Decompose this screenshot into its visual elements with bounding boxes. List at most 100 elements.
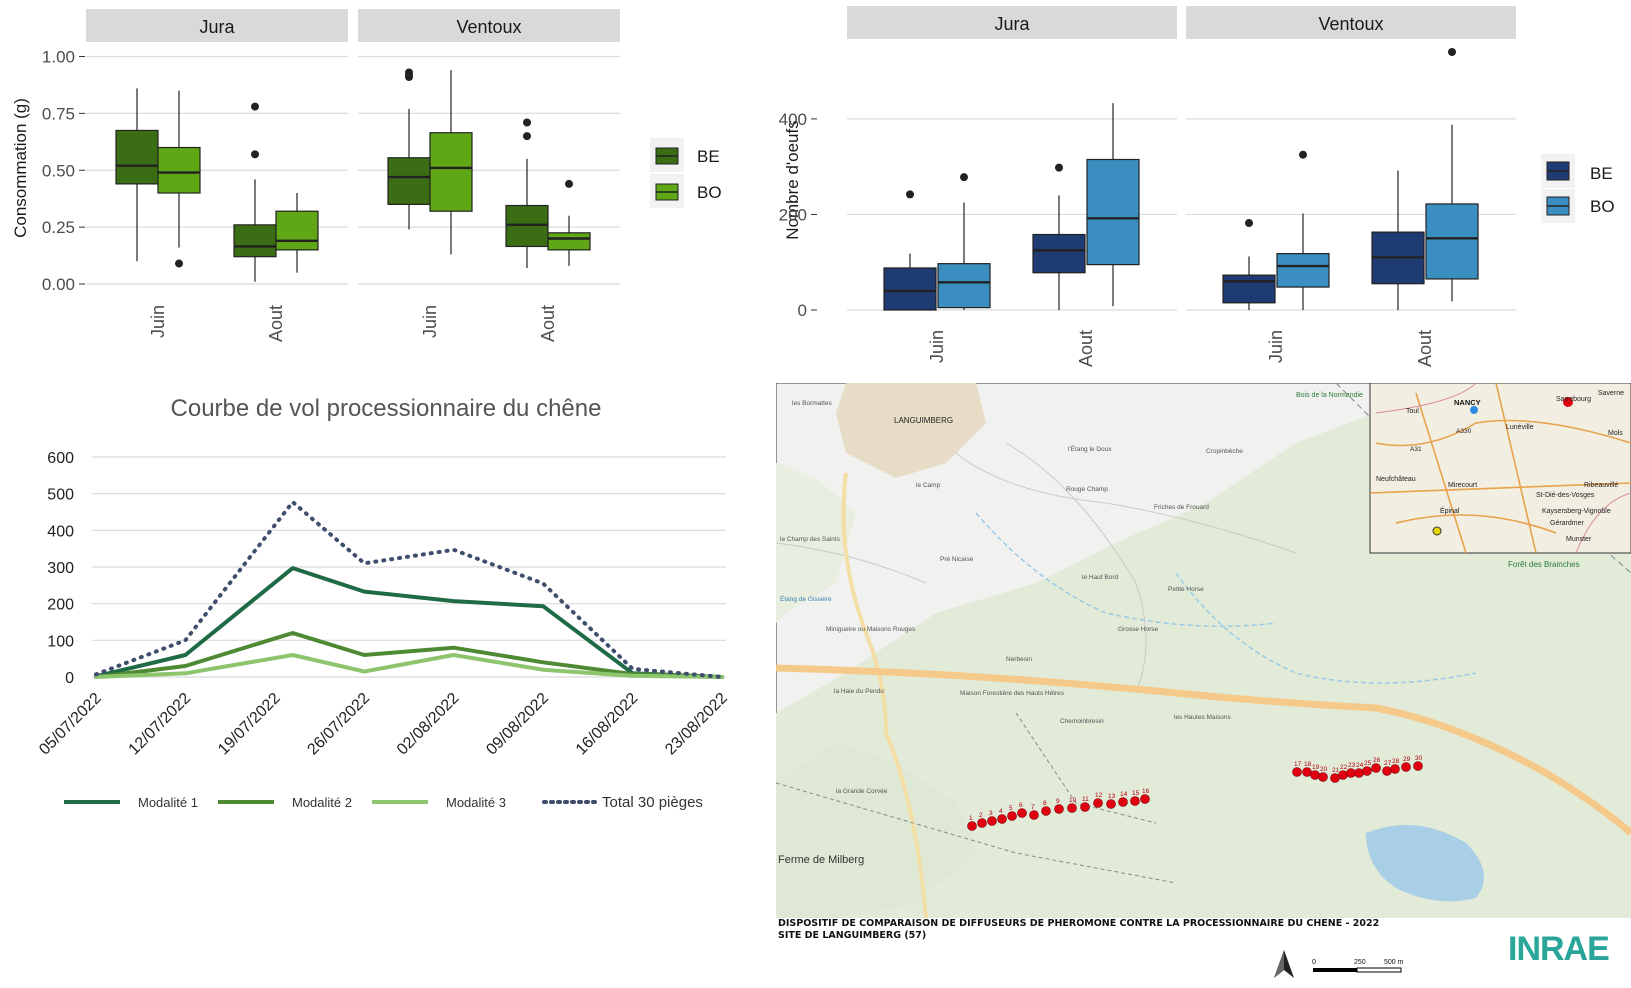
series-line-modalit-2 [94,631,724,679]
lake [1366,825,1484,902]
facet-label-jura-1: Jura [199,17,235,37]
y-axis-label-consommation: Consommation (g) [11,98,30,238]
box-2-jura-juin-be-outlier-0 [906,190,914,199]
trap-label-6: 6 [1019,802,1023,809]
y-tick-label-1-0: 0.00 [42,275,75,294]
trap-marker-15 [1130,796,1140,806]
trap-marker-21 [1330,773,1340,783]
box-2-ventoux-juin-be-outlier-0 [1245,219,1253,228]
trap-label-15: 15 [1132,790,1140,797]
x-tick-label-1-jura-aout: Aout [266,305,286,342]
box-1-jura-aout-be-outlier-1 [251,102,259,111]
trap-marker-22 [1338,770,1348,780]
map-label-nerbesin: Nerbesin [1006,656,1032,663]
facet-label-ventoux-2: Ventoux [1318,14,1383,34]
inset-map: NANCY Toul Lunéville Sarrebourg Saverne … [1369,383,1631,554]
map-label-minigueire: Minigueire ou Maisons Rouges [826,626,916,633]
line-chart-title: Courbe de vol processionnaire du chêne [171,395,602,422]
map-label-bois-normandie: Bois de la Normandie [1296,392,1363,399]
trap-label-12: 12 [1095,792,1103,799]
scale-label-0: 0 [1312,959,1316,966]
box-1-ventoux-aout-be-outlier-0 [523,132,531,141]
inset-label-a330: A330 [1456,428,1472,435]
map-label-rouge-champ: Rouge Champ [1066,486,1108,493]
map-caption-line-2: SITE DE LANGUIMBERG (57) [778,930,927,941]
line-x-tick-5: 09/08/2022 [483,690,552,759]
box-1-jura-aout-be-outlier-0 [251,150,259,159]
box-2-jura-aout-bo [1086,158,1140,266]
series-line-modalit-3 [94,653,724,679]
box-2-ventoux-aout-bo [1425,203,1479,280]
x-tick-label-1-jura-juin: Juin [148,305,168,338]
facet-label-ventoux-1: Ventoux [456,17,521,37]
trap-marker-3 [987,816,997,826]
line-x-tick-1: 12/07/2022 [126,690,195,759]
trap-label-27: 27 [1384,760,1392,767]
box-1-jura-juin-bo-outlier-0 [175,259,183,268]
y-tick-label-1-4: 1.00 [42,48,75,67]
inset-label-munster: Munster [1566,536,1592,543]
inset-label-epinal: Épinal [1440,506,1460,515]
trap-label-25: 25 [1364,760,1372,767]
inset-marker-site [1563,397,1573,407]
trap-marker-23 [1346,768,1356,778]
trap-marker-27 [1382,766,1392,776]
map-label-etang-gissiere: Étang de Gissière [780,594,832,603]
inset-label-mols: Mols [1608,430,1623,437]
facet-strip-jura-2 [847,6,1177,39]
line-y-tick-4: 400 [47,523,74,540]
north-arrow-icon [1274,950,1294,978]
trap-label-3: 3 [989,810,993,817]
x-tick-label-2-jura-juin: Juin [927,330,947,363]
legend-label-modalite-1: Modalité 1 [138,795,198,810]
box-2-jura-juin-bo-outlier-0 [960,173,968,182]
legend-label-total: Total 30 pièges [602,794,703,811]
scale-label-500: 500 m [1384,959,1404,966]
trap-label-4: 4 [999,808,1003,815]
box-1-jura-aout-bo [275,210,319,251]
map-label-hautes-maisons: les Hautes Maisons [1174,714,1231,721]
trap-marker-1 [967,821,977,831]
map-label-friches: Friches de Frouard [1154,504,1209,511]
main-road [776,664,1631,836]
inset-label-ribeauville: Ribeauvillé [1584,482,1618,489]
map-label-foret-brainches: Forêt des Brainches [1508,560,1580,569]
line-y-tick-0: 0 [65,670,74,687]
legend-2: BE BO [1541,154,1615,223]
inset-label-toul: Toul [1406,408,1419,415]
trap-label-18: 18 [1304,761,1312,768]
trap-marker-14 [1118,797,1128,807]
trap-marker-12 [1093,798,1103,808]
x-tick-label-2-ventoux-aout: Aout [1415,330,1435,367]
trap-marker-6 [1017,808,1027,818]
trap-label-5: 5 [1009,805,1013,812]
line-y-tick-6: 600 [47,450,74,467]
series-line-total-30-pi-ges [94,500,724,679]
line-y-tick-3: 300 [47,560,74,577]
trap-label-8: 8 [1043,800,1047,807]
box-2-jura-juin-bo [937,263,991,309]
consommation-boxplot-chart: Jura Ventoux Consommation (g) 0.00 0.25 0.… [11,9,722,342]
box-1-ventoux-aout-bo [547,232,591,251]
trap-label-23: 23 [1348,762,1356,769]
trap-marker-25 [1362,766,1372,776]
box-2-jura-aout-be [1032,233,1086,274]
box-1-jura-aout-be [233,224,277,258]
site-map: LANGUIMBERG Bois de la Normandie les Bor… [776,383,1631,918]
inset-label-mirecourt: Mirecourt [1448,482,1477,489]
facet-strip-ventoux-1 [358,9,620,42]
y-axis-label-oeufs: Nombre d'oeufs [783,120,802,239]
trap-marker-20 [1318,772,1328,782]
village-area [836,383,986,478]
inset-label-saverne: Saverne [1598,390,1624,397]
trap-marker-29 [1401,762,1411,772]
map-label-bormattes: les Bormattes [792,400,832,407]
trap-label-2: 2 [979,812,983,819]
x-tick-label-1-ventoux-juin: Juin [420,305,440,338]
line-x-tick-6: 16/08/2022 [573,690,642,759]
legend-label-be-2: BE [1590,164,1613,183]
trap-marker-18 [1302,767,1312,777]
trap-marker-2 [977,818,987,828]
box-1-ventoux-juin-be-outlier-2 [405,68,413,77]
map-label-cropinbeche: Cropinbèche [1206,448,1243,455]
